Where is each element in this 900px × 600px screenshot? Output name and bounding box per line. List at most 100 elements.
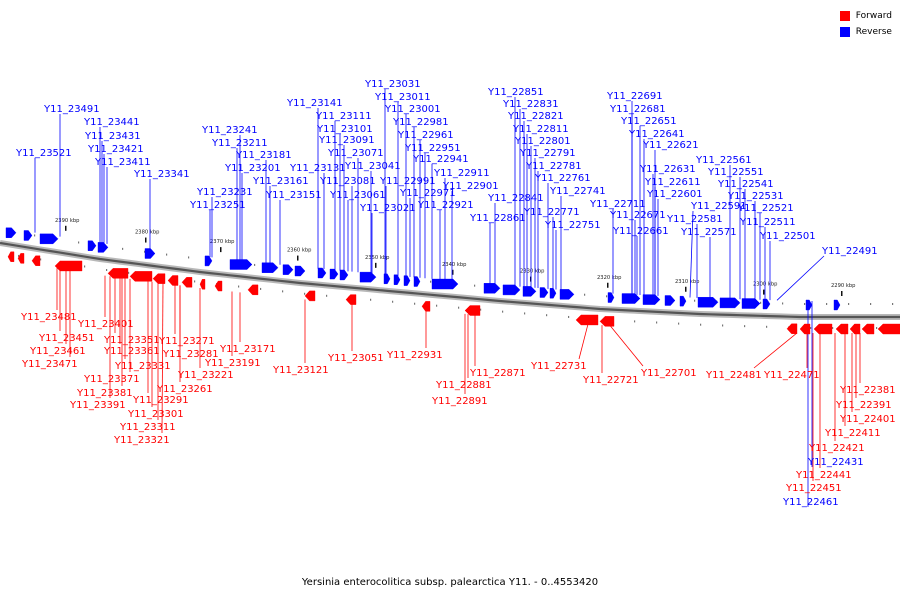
gene-label-y11-22811: Y11_22811 (512, 124, 569, 135)
scale-labels: 2390 kbp 2380 kbp 2370 kbp 2360 kbp 2350 kbp… (55, 218, 856, 296)
forward-gene-arrow-27 (621, 293, 641, 304)
gene-label-y11-22501: Y11_22501 (759, 231, 816, 242)
tick-dot (584, 293, 586, 296)
forward-gene-arrow-0 (5, 227, 17, 238)
tick-dot (326, 294, 328, 297)
gene-label-y11-22661: Y11_22661 (612, 226, 669, 237)
gene-label-y11-23151: Y11_23151 (265, 190, 322, 201)
scale-tick (763, 289, 765, 295)
tick-dot (870, 303, 872, 305)
gene-label-y11-22871: Y11_22871 (469, 368, 526, 379)
tick-dot (656, 321, 658, 324)
gene-label-y11-23121: Y11_23121 (272, 365, 329, 376)
gene-label-y11-22791: Y11_22791 (519, 148, 576, 159)
forward-gene-arrow-20 (483, 283, 501, 294)
gene-label-y11-22481: Y11_22481 (705, 370, 762, 381)
gene-label-y11-23241: Y11_23241 (201, 125, 258, 136)
gene-label-y11-22931: Y11_22931 (386, 350, 443, 361)
reverse-gene-arrow-24 (877, 323, 900, 335)
legend: Forward Reverse (839, 8, 892, 40)
tick-dot (848, 303, 850, 305)
tick-dot (678, 322, 680, 325)
tick-dot (78, 241, 80, 244)
gene-label-y11-23181: Y11_23181 (235, 150, 292, 161)
gene-label-y11-23001: Y11_23001 (384, 104, 441, 115)
scale-label: 2340 kbp (442, 262, 467, 268)
gene-label-y11-23481: Y11_23481 (20, 312, 77, 323)
forward-gene-arrow-5 (144, 248, 156, 259)
gene-label-y11-23041: Y11_23041 (344, 161, 401, 172)
reverse-gene-arrow-11 (247, 284, 259, 296)
gene-label-y11-22921: Y11_22921 (417, 200, 474, 211)
gene-label-y11-23451: Y11_23451 (38, 333, 95, 344)
gene-label-y11-22951: Y11_22951 (404, 143, 461, 154)
forward-gene-arrow-16 (393, 274, 401, 285)
gene-label-y11-23021: Y11_23021 (359, 203, 416, 214)
gene-label-y11-22511: Y11_22511 (739, 217, 796, 228)
backbone-line (0, 241, 900, 319)
gene-label-y11-22831: Y11_22831 (502, 99, 559, 110)
forward-gene-arrow-30 (679, 295, 687, 307)
gene-label-y11-23371: Y11_23371 (83, 374, 140, 385)
gene-label-y11-23091: Y11_23091 (318, 135, 375, 146)
reverse-gene-arrow-2 (31, 255, 41, 266)
scale-tick (145, 237, 147, 243)
tick-dot (238, 285, 240, 288)
gene-label-y11-22541: Y11_22541 (717, 179, 774, 190)
forward-gene-arrow-13 (339, 269, 349, 281)
gene-label-y11-22441: Y11_22441 (795, 470, 852, 481)
gene-label-y11-23251: Y11_23251 (189, 200, 246, 211)
tick-dot (458, 306, 460, 309)
gene-label-y11-23071: Y11_23071 (327, 148, 384, 159)
gene-label-y11-23141: Y11_23141 (286, 98, 343, 109)
gene-label-y11-22781: Y11_22781 (525, 161, 582, 172)
tick-dot (700, 323, 702, 326)
gene-label-y11-22981: Y11_22981 (392, 117, 449, 128)
reverse-gene-arrow-22 (849, 323, 861, 335)
gene-label-y11-22991: Y11_22991 (379, 176, 436, 187)
forward-gene-arrow-14 (359, 271, 377, 283)
tick-dot (34, 234, 36, 237)
scale-label: 2390 kbp (55, 218, 80, 224)
forward-gene-arrow-10 (294, 265, 306, 277)
gene-label-y11-22711: Y11_22711 (589, 199, 646, 210)
tick-dot (892, 303, 894, 305)
gene-label-y11-23061: Y11_23061 (329, 190, 386, 201)
forward-gene-arrow-23 (539, 287, 549, 298)
genome-backbone (0, 240, 900, 320)
gene-label-y11-22471: Y11_22471 (763, 370, 820, 381)
reverse-swatch (839, 27, 850, 37)
gene-label-y11-23201: Y11_23201 (224, 163, 281, 174)
gene-label-y11-22451: Y11_22451 (785, 483, 842, 494)
forward-gene-arrow-11 (317, 267, 327, 279)
gene-label-y11-23301: Y11_23301 (127, 409, 184, 420)
reverse-gene-arrow-14 (421, 301, 431, 312)
gene-label-y11-23351: Y11_23351 (103, 335, 160, 346)
gene-label-y11-22911: Y11_22911 (433, 168, 490, 179)
reverse-gene-arrow-9 (199, 279, 206, 290)
gene-label-y11-22411: Y11_22411 (824, 428, 881, 439)
forward-gene-arrow-28 (642, 294, 661, 305)
gene-label-y11-22581: Y11_22581 (666, 214, 723, 225)
forward-gene-arrow-36 (833, 299, 841, 311)
gene-label-y11-22571: Y11_22571 (680, 227, 737, 238)
forward-gene-arrow-9 (282, 264, 294, 275)
forward-gene-arrow-26 (607, 292, 615, 303)
gene-label-y11-23161: Y11_23161 (252, 176, 309, 187)
gene-label-y11-23341: Y11_23341 (133, 169, 190, 180)
tick-dot (304, 292, 306, 295)
forward-gene-arrow-1 (23, 230, 33, 241)
gene-label-y11-23491: Y11_23491 (43, 104, 100, 115)
scale-tick (607, 282, 609, 288)
tick-dot (430, 280, 432, 283)
scale-tick (841, 291, 843, 296)
tick-dot (474, 284, 476, 287)
leader-y11-22731 (578, 323, 589, 360)
gene-label-y11-22891: Y11_22891 (431, 396, 488, 407)
gene-label-y11-23421: Y11_23421 (87, 144, 144, 155)
gene-label-y11-23081: Y11_23081 (319, 176, 376, 187)
tick-dot (568, 315, 570, 318)
gene-label-y11-22751: Y11_22751 (544, 220, 601, 231)
gene-label-y11-22851: Y11_22851 (487, 87, 544, 98)
